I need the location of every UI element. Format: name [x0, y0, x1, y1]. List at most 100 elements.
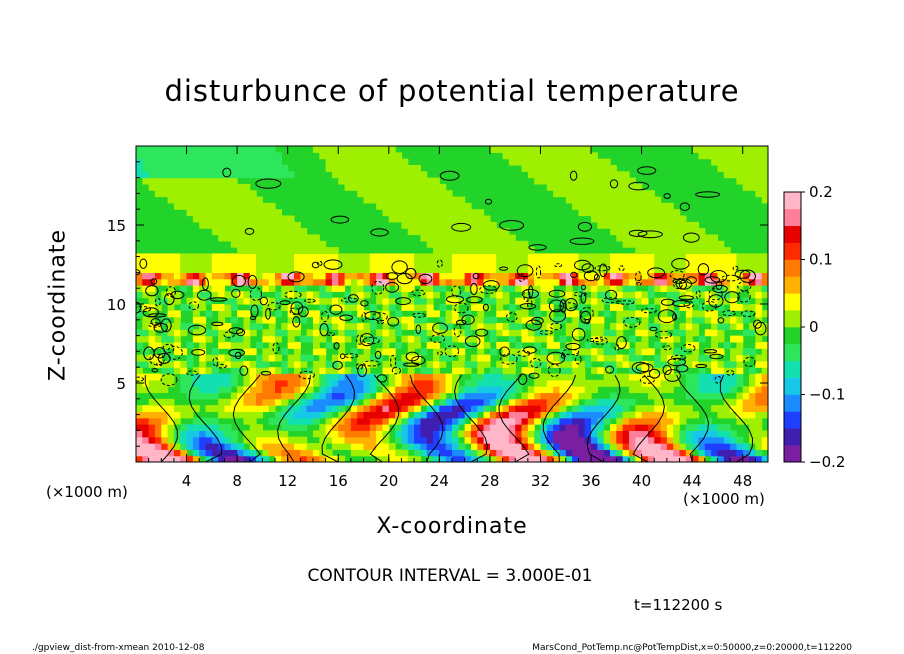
field-cell	[275, 259, 282, 267]
field-cell	[515, 278, 523, 286]
field-cell	[148, 417, 156, 425]
field-cell	[256, 436, 263, 444]
field-cell	[331, 367, 339, 375]
field-cell	[477, 455, 485, 462]
field-cell	[755, 171, 763, 179]
field-cell	[262, 367, 270, 375]
field-cell	[470, 398, 478, 406]
field-cell	[319, 411, 327, 419]
field-cell	[723, 278, 731, 286]
field-cell	[388, 417, 396, 425]
field-cell	[578, 455, 586, 462]
field-cell	[192, 196, 200, 204]
field-cell	[502, 234, 510, 242]
field-cell	[439, 234, 447, 242]
field-cell	[230, 253, 238, 261]
field-cell	[363, 443, 371, 450]
field-cell	[578, 386, 586, 394]
field-cell	[401, 316, 409, 324]
field-cell	[439, 322, 447, 330]
field-cell	[281, 285, 289, 292]
field-cell	[730, 253, 737, 261]
field-cell	[704, 443, 712, 450]
field-cell	[755, 253, 763, 261]
field-cell	[610, 221, 617, 229]
field-cell	[433, 411, 440, 419]
field-cell	[717, 430, 725, 438]
field-cell	[584, 253, 592, 261]
field-cell	[306, 379, 314, 387]
field-cell	[287, 240, 295, 248]
field-cell	[331, 443, 339, 450]
field-cell	[142, 146, 150, 153]
field-cell	[136, 417, 143, 425]
field-cell	[300, 285, 308, 292]
field-cell	[704, 360, 712, 368]
field-cell	[660, 329, 668, 337]
field-cell	[180, 443, 188, 450]
contour-line	[581, 263, 595, 274]
field-cell	[717, 449, 725, 457]
field-cell	[249, 247, 257, 255]
field-cell	[647, 285, 655, 292]
field-cell	[407, 436, 415, 444]
contour-line	[197, 289, 212, 301]
field-cell	[635, 297, 643, 305]
field-cell	[584, 272, 592, 280]
field-cell	[749, 379, 756, 387]
field-cell	[142, 266, 150, 273]
field-cell	[458, 259, 466, 267]
field-cell	[477, 291, 485, 299]
field-cell	[230, 335, 238, 343]
field-cell	[540, 171, 548, 179]
field-cell	[527, 164, 535, 172]
field-cell	[527, 354, 535, 362]
field-cell	[325, 392, 333, 400]
field-cell	[597, 449, 605, 457]
field-cell	[635, 190, 643, 198]
field-cell	[736, 373, 744, 381]
field-cell	[521, 285, 529, 292]
field-cell	[256, 411, 263, 419]
field-cell	[610, 449, 617, 457]
field-cell	[477, 240, 485, 248]
field-cell	[635, 240, 643, 248]
field-cell	[388, 146, 396, 153]
field-cell	[142, 316, 150, 324]
contour-line	[160, 373, 178, 387]
field-cell	[433, 417, 440, 425]
field-cell	[445, 221, 453, 229]
field-cell	[553, 392, 561, 400]
field-cell	[218, 266, 226, 273]
field-cell	[717, 360, 725, 368]
field-cell	[591, 335, 598, 343]
field-cell	[148, 158, 156, 166]
field-cell	[597, 417, 605, 425]
field-cell	[262, 209, 270, 217]
field-cell	[647, 221, 655, 229]
field-cell	[243, 234, 251, 242]
field-cell	[167, 443, 175, 450]
field-cell	[407, 202, 415, 210]
field-cell	[192, 183, 200, 191]
field-cell	[224, 430, 232, 438]
field-cell	[654, 379, 662, 387]
field-cell	[300, 316, 308, 324]
field-cell	[483, 304, 491, 311]
field-cell	[357, 278, 365, 286]
field-cell	[325, 341, 333, 349]
field-cell	[395, 183, 403, 191]
field-cell	[249, 202, 257, 210]
field-cell	[496, 272, 504, 280]
field-cell	[243, 259, 251, 267]
field-cell	[464, 392, 472, 400]
field-cell	[300, 379, 308, 387]
field-cell	[218, 221, 226, 229]
field-cell	[616, 398, 624, 406]
field-cell	[268, 329, 276, 337]
contour-line	[154, 297, 161, 307]
field-cell	[477, 417, 485, 425]
contour-line	[519, 303, 537, 310]
contour-line	[439, 170, 460, 181]
field-cell	[603, 443, 611, 450]
